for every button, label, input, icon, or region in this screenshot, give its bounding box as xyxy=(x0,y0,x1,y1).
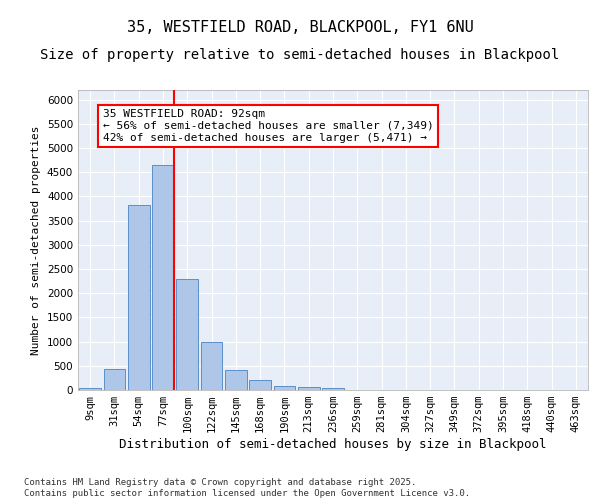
Bar xyxy=(274,386,295,390)
X-axis label: Distribution of semi-detached houses by size in Blackpool: Distribution of semi-detached houses by … xyxy=(119,438,547,451)
Bar xyxy=(322,388,344,390)
Bar xyxy=(152,164,174,390)
Text: Size of property relative to semi-detached houses in Blackpool: Size of property relative to semi-detach… xyxy=(40,48,560,62)
Text: 35, WESTFIELD ROAD, BLACKPOOL, FY1 6NU: 35, WESTFIELD ROAD, BLACKPOOL, FY1 6NU xyxy=(127,20,473,35)
Bar xyxy=(104,369,125,390)
Bar xyxy=(249,380,271,390)
Bar xyxy=(79,388,101,390)
Text: 35 WESTFIELD ROAD: 92sqm
← 56% of semi-detached houses are smaller (7,349)
42% o: 35 WESTFIELD ROAD: 92sqm ← 56% of semi-d… xyxy=(103,110,434,142)
Y-axis label: Number of semi-detached properties: Number of semi-detached properties xyxy=(31,125,41,355)
Bar xyxy=(200,342,223,390)
Bar xyxy=(128,205,149,390)
Text: Contains HM Land Registry data © Crown copyright and database right 2025.
Contai: Contains HM Land Registry data © Crown c… xyxy=(24,478,470,498)
Bar xyxy=(298,386,320,390)
Bar xyxy=(225,370,247,390)
Bar xyxy=(176,278,198,390)
